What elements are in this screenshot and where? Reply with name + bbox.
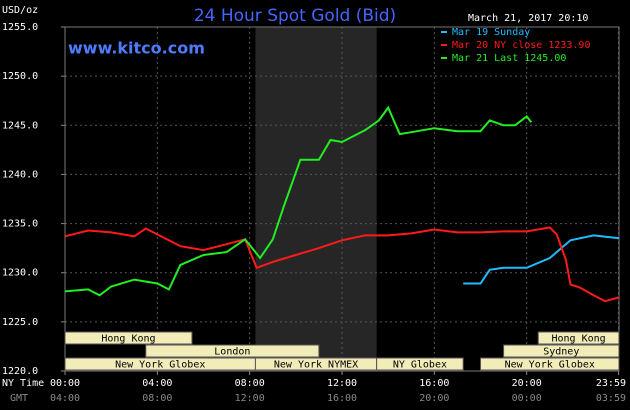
- x2-tick-label: 08:00: [142, 393, 172, 404]
- series-line: [64, 226, 620, 303]
- x2-tick-label: 03:59: [596, 393, 626, 404]
- timestamp: March 21, 2017 20:10: [468, 13, 588, 24]
- legend-label: Mar 21 Last 1245.00: [452, 53, 566, 64]
- plot-frame: [64, 26, 620, 372]
- chart-title: 24 Hour Spot Gold (Bid): [194, 6, 396, 26]
- session-box: [537, 331, 620, 345]
- session-label: London: [214, 347, 250, 358]
- legend-label: Mar 20 NY close 1233.90: [452, 40, 590, 51]
- x-tick-label: 08:00: [235, 378, 265, 389]
- x2-tick-label: 04:00: [50, 393, 80, 404]
- x2-tick-label: 00:00: [512, 393, 542, 404]
- series-line: [64, 105, 533, 297]
- x2-tick-label: 12:00: [235, 393, 265, 404]
- y-tick-label: 1240.0: [2, 169, 38, 180]
- series-line: [463, 234, 620, 285]
- y-tick-label: 1245.0: [2, 120, 38, 131]
- session-box: [376, 357, 464, 371]
- session-box: [503, 344, 620, 358]
- y-tick-label: 1250.0: [2, 71, 38, 82]
- session-label: Hong Kong: [552, 334, 606, 345]
- session-box: [145, 344, 320, 358]
- shaded-span: [255, 27, 377, 371]
- x2-tick-label: 16:00: [327, 393, 357, 404]
- y-unit: USD/oz: [2, 5, 38, 16]
- session-box: [64, 331, 193, 345]
- x2-tick-label: 20:00: [419, 393, 449, 404]
- session-box: [480, 357, 620, 371]
- session-label: New York NYMEX: [274, 360, 358, 371]
- x-tick-label: 16:00: [419, 378, 449, 389]
- x-tick-label: 00:00: [50, 378, 80, 389]
- session-label: Hong Kong: [101, 334, 155, 345]
- session-label: Sydney: [543, 347, 579, 358]
- site-label: www.kitco.com: [68, 39, 205, 58]
- y-tick-label: 1255.0: [2, 22, 38, 33]
- x-tick-label: 23:59: [596, 378, 626, 389]
- y-tick-label: 1220.0: [2, 366, 38, 377]
- session-label: New York Globex: [505, 360, 595, 371]
- x2-row-label: GMT: [10, 393, 28, 404]
- x-tick-label: 20:00: [512, 378, 542, 389]
- y-tick-label: 1230.0: [2, 268, 38, 279]
- y-tick-label: 1225.0: [2, 317, 38, 328]
- session-label: New York Globex: [115, 360, 205, 371]
- x-row-label: NY Time: [2, 378, 44, 389]
- plot-back: [61, 26, 620, 375]
- legend-label: Mar 19 Sunday: [452, 27, 530, 38]
- session-label: NY Globex: [393, 360, 447, 371]
- x-tick-label: 12:00: [327, 378, 357, 389]
- y-tick-label: 1235.0: [2, 219, 38, 230]
- x-tick-label: 04:00: [142, 378, 172, 389]
